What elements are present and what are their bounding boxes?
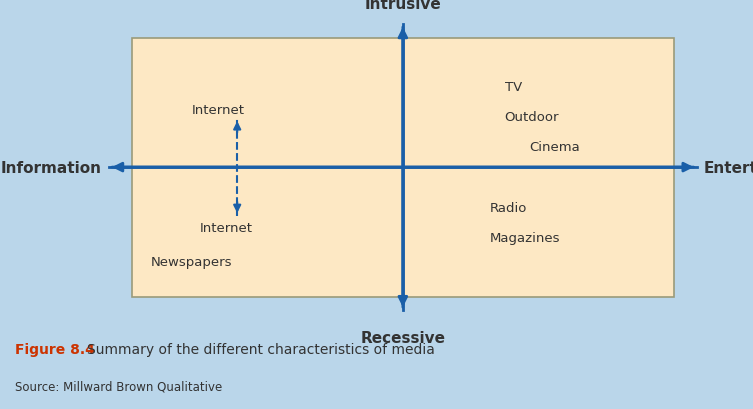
Text: Information: Information [1,160,102,175]
Text: Summary of the different characteristics of media: Summary of the different characteristics… [87,342,434,356]
Text: Entertainment: Entertainment [704,160,753,175]
Text: Outdoor: Outdoor [505,111,559,124]
Bar [132,38,674,297]
Text: Source: Millward Brown Qualitative: Source: Millward Brown Qualitative [15,380,222,393]
Text: Figure 8.4: Figure 8.4 [15,342,95,356]
Text: Recessive: Recessive [361,330,445,345]
Text: Newspapers: Newspapers [151,255,232,268]
Text: Magazines: Magazines [489,231,560,245]
Text: Radio: Radio [489,202,527,214]
Text: TV: TV [505,81,522,94]
Text: Cinema: Cinema [529,141,580,154]
Text: Internet: Internet [200,222,252,234]
Text: Internet: Internet [192,104,245,117]
Text: Intrusive: Intrusive [364,0,441,12]
